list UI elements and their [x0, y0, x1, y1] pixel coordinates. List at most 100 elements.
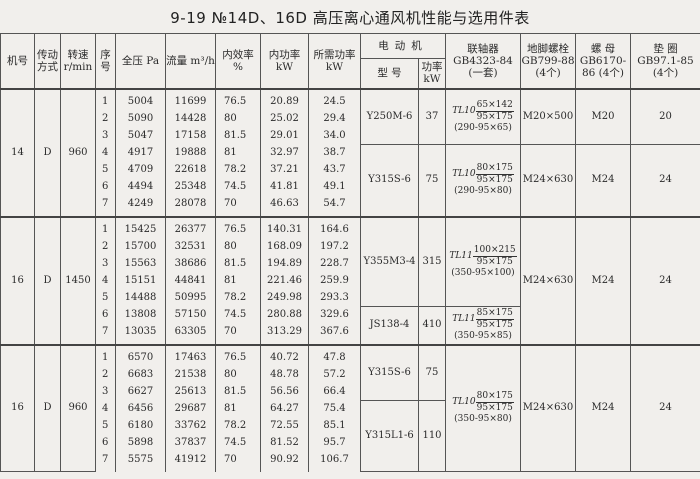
seq-cell: 3: [95, 255, 116, 273]
required-power-cell: 95.7: [308, 434, 361, 452]
machine-no-cell: 16: [0, 343, 35, 472]
washer-cell: 24: [630, 144, 700, 217]
seq-cell: 2: [95, 366, 116, 384]
table-row: 6 4494 25348 74.5 41.81 49.1: [1, 178, 700, 196]
performance-table: 机号 传动方式 转速 r/min 序号 全压 Pa 流量 m³/h 内效率 % …: [0, 33, 700, 472]
motor-model-cell: Y315S-6: [360, 144, 419, 217]
total-pressure-cell: 15700: [115, 238, 166, 256]
motor-power-cell: 315: [418, 215, 446, 307]
coupling-type: TL11: [449, 250, 473, 261]
coupling-type: TL11: [452, 314, 476, 325]
coupling-type: TL10: [452, 397, 476, 408]
coupling-fraction: 100×215 95×175: [472, 244, 517, 268]
coupling-numerator: 85×175: [475, 308, 514, 321]
seq-cell: 6: [95, 306, 116, 324]
coupling-fraction: 80×175 95×175: [475, 391, 514, 414]
nut-cell: M24: [575, 144, 631, 217]
coupling-numerator: 80×175: [475, 391, 514, 404]
coupling-numerator: 100×215: [472, 244, 517, 257]
seq-cell: 3: [95, 383, 116, 401]
required-power-cell: 259.9: [308, 272, 361, 290]
coupling-spec: (350-95×85): [454, 331, 512, 342]
efficiency-cell: 80: [215, 238, 261, 256]
flow-cell: 38686: [165, 255, 216, 273]
required-power-cell: 329.6: [308, 306, 361, 324]
coupling-fraction: 85×175 95×175: [475, 308, 514, 331]
nut-cell: M20: [575, 87, 631, 145]
coupling-type: TL10: [452, 105, 476, 116]
required-power-cell: 34.0: [308, 127, 361, 145]
efficiency-cell: 81: [215, 144, 261, 162]
coupling-type: TL10: [452, 169, 476, 180]
efficiency-cell: 80: [215, 366, 261, 384]
total-pressure-cell: 4249: [115, 195, 166, 217]
nut-cell: M24: [575, 343, 631, 472]
speed-cell: 1450: [60, 215, 96, 345]
seq-cell: 5: [95, 289, 116, 307]
motor-power-cell: 75: [418, 343, 446, 401]
internal-power-cell: 46.63: [260, 195, 309, 217]
efficiency-cell: 81.5: [215, 127, 261, 145]
header-efficiency: 内效率 %: [215, 33, 261, 89]
header-machine-no: 机号: [0, 33, 35, 89]
table-row: 14 D 960 1 5004 11699 76.5 20.89 24.5 Y250M-6 37 TL…: [0, 87, 700, 217]
internal-power-cell: 56.56: [260, 383, 309, 401]
seq-cell: 5: [95, 417, 116, 435]
table-row: 6 5898 37837 74.5 81.52 95.7: [1, 434, 700, 452]
required-power-cell: 164.6: [308, 215, 361, 239]
flow-cell: 32531: [165, 238, 216, 256]
efficiency-cell: 81: [215, 400, 261, 418]
required-power-cell: 228.7: [308, 255, 361, 273]
flow-cell: 29687: [165, 400, 216, 418]
efficiency-cell: 70: [215, 451, 261, 472]
required-power-cell: 24.5: [308, 87, 361, 111]
internal-power-cell: 90.92: [260, 451, 309, 472]
table-row: 7 13035 63305 70 313.29 367.6: [1, 323, 700, 345]
efficiency-cell: 74.5: [215, 306, 261, 324]
motor-power-cell: 110: [418, 400, 446, 472]
internal-power-cell: 81.52: [260, 434, 309, 452]
table-row: 3 6627 25613 81.5 56.56 66.4: [1, 383, 700, 401]
efficiency-cell: 78.2: [215, 289, 261, 307]
coupling-numerator: 65×142: [475, 99, 514, 112]
efficiency-cell: 81: [215, 272, 261, 290]
header-seq: 序号: [95, 33, 116, 89]
internal-power-cell: 29.01: [260, 127, 309, 145]
coupling-cell: TL10 80×175 95×175 (350-95×80): [445, 343, 521, 472]
flow-cell: 41912: [165, 451, 216, 472]
coupling-spec: (350-95×80): [454, 414, 512, 425]
coupling-spec: (290-95×65): [454, 122, 512, 133]
total-pressure-cell: 6456: [115, 400, 166, 418]
total-pressure-cell: 5898: [115, 434, 166, 452]
flow-cell: 26377: [165, 215, 216, 239]
total-pressure-cell: 5047: [115, 127, 166, 145]
seq-cell: 7: [95, 323, 116, 345]
required-power-cell: 367.6: [308, 323, 361, 345]
header-required-power: 所需功率 kW: [308, 33, 361, 89]
total-pressure-cell: 4494: [115, 178, 166, 196]
required-power-cell: 47.8: [308, 343, 361, 367]
total-pressure-cell: 6180: [115, 417, 166, 435]
coupling-fraction: 80×175 95×175: [475, 163, 514, 186]
required-power-cell: 49.1: [308, 178, 361, 196]
efficiency-cell: 74.5: [215, 434, 261, 452]
drive-cell: D: [34, 87, 61, 217]
anchor-bolt-cell: M24×630: [520, 215, 576, 345]
coupling-spec: (350-95×100): [451, 267, 515, 278]
efficiency-cell: 81.5: [215, 383, 261, 401]
required-power-cell: 106.7: [308, 451, 361, 472]
total-pressure-cell: 6570: [115, 343, 166, 367]
washer-cell: 20: [630, 87, 700, 145]
flow-cell: 11699: [165, 87, 216, 111]
coupling-cell: TL10 80×175 95×175 (290-95×80): [445, 144, 521, 217]
internal-power-cell: 280.88: [260, 306, 309, 324]
seq-cell: 6: [95, 178, 116, 196]
table-row: 16 D 1450 1 15425 26377 76.5 140.31 164.6 Y355M3-…: [0, 215, 700, 345]
seq-cell: 1: [95, 215, 116, 239]
internal-power-cell: 25.02: [260, 110, 309, 128]
table-row: 2 6683 21538 80 48.78 57.2: [1, 366, 700, 384]
table-row: 16 D 960 1 6570 17463 76.5 40.72 47.8 Y315S-6 75 TL…: [0, 343, 700, 472]
internal-power-cell: 140.31: [260, 215, 309, 239]
header-motor-power: 功率 kW: [418, 58, 446, 89]
seq-cell: 2: [95, 110, 116, 128]
